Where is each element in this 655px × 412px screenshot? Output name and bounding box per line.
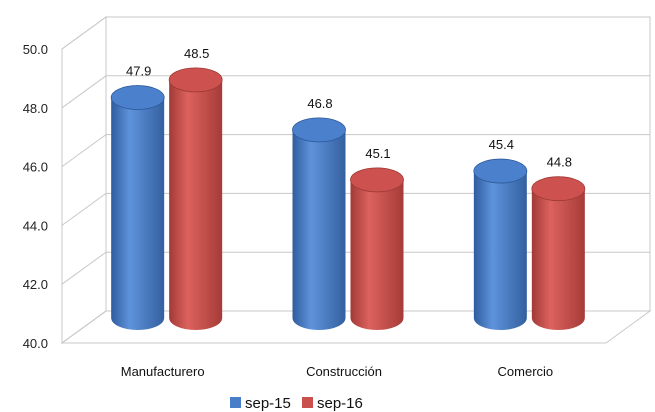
y-tick-label: 42.0 [23, 277, 48, 292]
data-label: 45.1 [365, 146, 390, 161]
gridline [61, 16, 650, 50]
data-label: 46.8 [307, 96, 332, 111]
bar-top [531, 176, 586, 202]
y-tick-label: 46.0 [23, 160, 48, 175]
bar-top [473, 158, 528, 184]
category-labels: Manufacturero Construcción Comercio [121, 364, 553, 379]
legend-swatch [302, 397, 313, 408]
bar-body [169, 79, 223, 331]
bar-body [350, 179, 404, 330]
category-label: Manufacturero [121, 364, 205, 379]
y-tick-label: 50.0 [23, 42, 48, 57]
data-label: 44.8 [547, 155, 572, 170]
data-label: 45.4 [489, 137, 514, 152]
gridline [61, 251, 650, 285]
bar-top [350, 167, 404, 193]
bar-top [292, 117, 346, 143]
bar-sep-15-Construcción [292, 117, 346, 330]
data-label: 48.5 [184, 46, 209, 61]
data-labels: 47.9 48.5 46.8 45.1 45.4 44.8 [126, 46, 572, 170]
y-tick-label: 44.0 [23, 218, 48, 233]
data-label: 47.9 [126, 64, 151, 79]
category-label: Comercio [498, 364, 554, 379]
category-label: Construcción [306, 364, 382, 379]
gridline [61, 310, 650, 344]
legend: sep-15 sep-16 [230, 395, 363, 412]
bar-sep-16-Construcción [350, 167, 404, 330]
legend-label: sep-16 [317, 395, 363, 412]
side-wall [61, 16, 107, 344]
bar-body [111, 97, 165, 330]
y-tick-label: 40.0 [23, 336, 48, 351]
legend-swatch [230, 397, 241, 408]
bar-sep-16-Manufacturero [168, 67, 223, 331]
legend-label: sep-15 [245, 395, 291, 412]
bar-body [531, 188, 585, 330]
gridlines [61, 16, 650, 344]
gridline [61, 192, 650, 226]
bars [110, 67, 586, 331]
bar-sep-15-Manufacturero [110, 85, 165, 330]
bar-body [473, 171, 527, 330]
gridline [61, 75, 650, 109]
y-axis-ticks: 40.0 42.0 44.0 46.0 48.0 50.0 [23, 42, 48, 351]
y-tick-label: 48.0 [23, 101, 48, 116]
bar-body [292, 129, 346, 330]
bar-sep-15-Comercio [473, 158, 528, 330]
bar-top [168, 67, 223, 93]
bar-top [110, 85, 165, 110]
bar-sep-16-Comercio [531, 176, 586, 330]
gridline [61, 134, 650, 168]
